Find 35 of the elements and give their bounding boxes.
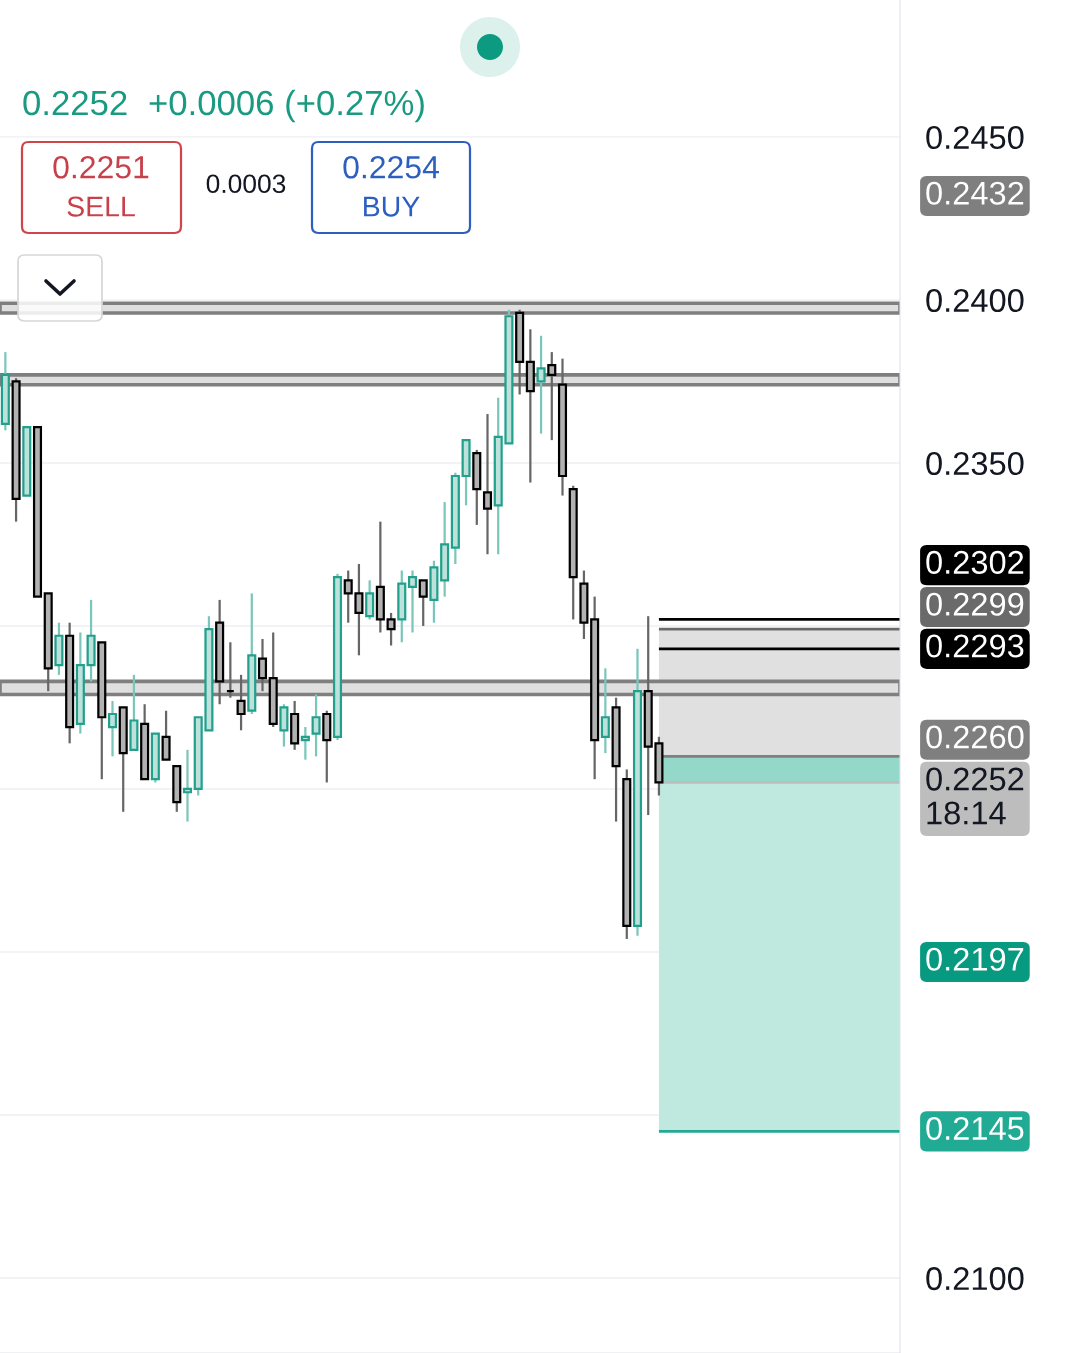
ref-line-label: 0.2302 (926, 550, 1024, 574)
candlestick (182, 748, 193, 823)
candlestick (600, 667, 610, 755)
candlestick (236, 673, 246, 732)
y-tick-label: 0.2100 (926, 1267, 1024, 1291)
annotation: BUY (364, 196, 420, 217)
annotation: 0.2254 (343, 155, 439, 179)
candlestick (161, 709, 171, 761)
ref-line-label: 0.2252 18:14 (926, 767, 1024, 825)
candlestick (536, 334, 546, 435)
y-tick-label: 0.2450 (926, 125, 1024, 150)
candlestick (107, 699, 118, 758)
candlestick (407, 569, 418, 634)
candlestick (547, 351, 557, 442)
candlestick (257, 637, 268, 693)
ref-line-label: 0.2299 (926, 592, 1024, 616)
annotation: +0.0006 (+0.27%) (149, 89, 424, 123)
annotation: 0.2251 (53, 155, 149, 179)
ref-line-label: 0.2145 (926, 1116, 1024, 1141)
y-tick-label: 0.2350 (926, 451, 1024, 476)
ref-line-label: 0.2260 (926, 725, 1024, 749)
text: 0.2432 (926, 181, 1024, 205)
text: 0.2197 (926, 947, 1024, 971)
candlestick (279, 703, 289, 748)
candlestick (365, 579, 375, 621)
candlestick (418, 579, 428, 628)
ref-line-label: 0.2293 (926, 634, 1024, 658)
candlestick (386, 611, 396, 647)
annotation: 0.2252 (23, 90, 127, 116)
candlestick (300, 725, 310, 761)
annotation: 0.0003 (206, 174, 286, 194)
candlestick (311, 693, 321, 758)
candlestick (482, 412, 493, 556)
annotation: SELL (67, 196, 135, 217)
y-tick-label: 0.2400 (926, 288, 1024, 313)
